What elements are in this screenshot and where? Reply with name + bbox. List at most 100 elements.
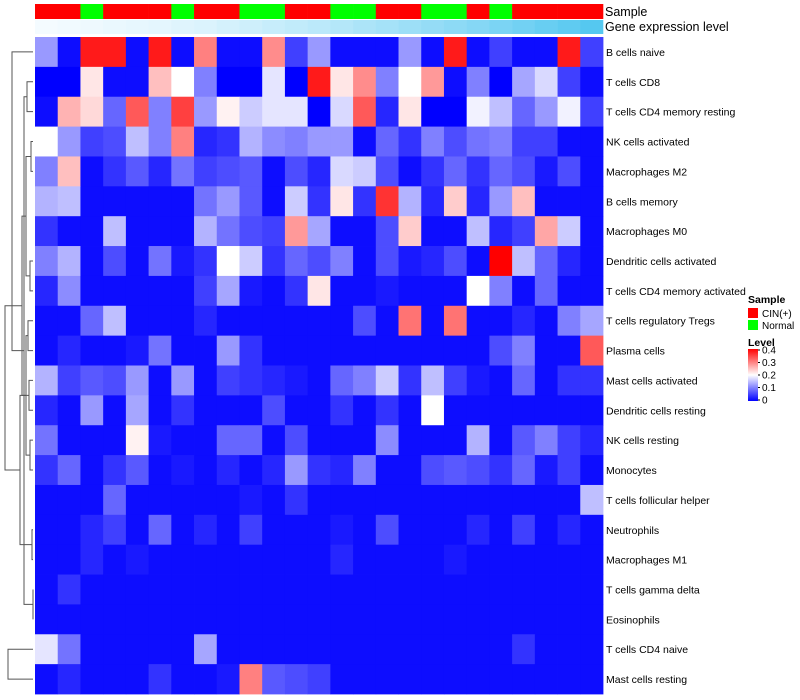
heatmap-cell [353, 514, 377, 546]
heatmap-cell [57, 216, 81, 247]
heatmap-cell [466, 365, 490, 396]
heatmap-cell [353, 604, 377, 635]
heatmap-cell [443, 216, 468, 247]
heatmap-cell [148, 96, 172, 127]
heatmap-cell [330, 96, 354, 127]
heatmap-cell [443, 126, 468, 157]
heatmap-cell [103, 634, 127, 665]
heatmap-cell [466, 96, 490, 127]
heatmap-cell [398, 275, 422, 307]
heatmap-cell [398, 335, 422, 366]
gene-expression-annotation-title: Gene expression level [605, 20, 729, 34]
heatmap-cell [80, 634, 104, 665]
heatmap-cell [421, 335, 445, 366]
heatmap-cell [125, 186, 149, 217]
heatmap-cell [375, 305, 399, 337]
heatmap-cell [580, 335, 604, 366]
heatmap-cell [262, 664, 286, 695]
heatmap-cell [443, 395, 468, 426]
heatmap-cell [534, 664, 558, 695]
heatmap-cell [512, 246, 536, 277]
heatmap-cell [443, 66, 468, 98]
heatmap-cell [57, 246, 81, 277]
heatmap-cell [307, 634, 331, 665]
heatmap-cell [330, 395, 354, 426]
heatmap-cell [148, 126, 172, 157]
heatmap-cell [489, 455, 513, 486]
heatmap-cell [307, 514, 331, 546]
heatmap-cell [557, 544, 581, 575]
heatmap-cell [194, 126, 218, 157]
heatmap-cell [398, 365, 422, 396]
heatmap-cell [125, 514, 149, 546]
heatmap-cell [171, 484, 195, 516]
heatmap-cell [148, 455, 172, 486]
gene-annotation-cell [148, 20, 172, 34]
heatmap-cell [171, 275, 195, 307]
heatmap-cell [262, 425, 286, 456]
heatmap-cell [57, 96, 81, 127]
heatmap-cell [80, 425, 104, 456]
row-label: Mast cells resting [606, 674, 687, 686]
heatmap-cell [534, 335, 558, 366]
heatmap-cell [489, 156, 513, 187]
heatmap-cell [489, 37, 513, 68]
heatmap-cell [398, 425, 422, 456]
heatmap-cell [580, 365, 604, 396]
legend-label: CIN(+) [762, 309, 792, 320]
heatmap-cell [148, 484, 172, 516]
heatmap-cell [194, 246, 218, 277]
sample-annotation-title: Sample [605, 5, 647, 19]
heatmap-cell [512, 335, 536, 366]
heatmap-cell [148, 216, 172, 247]
heatmap-cell [398, 634, 422, 665]
heatmap-cell [375, 604, 399, 635]
heatmap-cell [57, 156, 81, 187]
gene-annotation-cell [262, 20, 286, 34]
heatmap-cell [35, 37, 59, 68]
gene-annotation-cell [103, 20, 127, 34]
heatmap-cell [330, 634, 354, 665]
heatmap-cell [557, 305, 581, 337]
heatmap-cell [57, 604, 81, 635]
gene-annotation-cell [466, 20, 490, 34]
heatmap-cell [443, 455, 468, 486]
heatmap-cell [171, 246, 195, 277]
gene-annotation-cell [557, 20, 581, 34]
row-label: T cells gamma delta [606, 584, 700, 596]
heatmap-cell [284, 634, 309, 665]
heatmap-cell [353, 455, 377, 486]
level-tick-label: 0.4 [762, 346, 776, 357]
heatmap-cell [194, 455, 218, 486]
heatmap-cell [375, 455, 399, 486]
heatmap-cell [239, 574, 263, 605]
heatmap-cell [398, 66, 422, 98]
heatmap-cell [216, 37, 240, 68]
heatmap-cell [239, 514, 263, 546]
heatmap-cell [103, 604, 127, 635]
heatmap-cell [307, 96, 331, 127]
heatmap-cell [330, 66, 354, 98]
heatmap-cell [512, 37, 536, 68]
heatmap-cell [239, 275, 263, 307]
heatmap-cell [580, 484, 604, 516]
heatmap-cell [194, 275, 218, 307]
heatmap-cell [125, 37, 149, 68]
heatmap-cell [239, 604, 263, 635]
heatmap-cell [557, 216, 581, 247]
heatmap-cell [398, 664, 422, 695]
heatmap-cell [262, 514, 286, 546]
gene-annotation-cell [353, 20, 377, 34]
heatmap-cell [353, 574, 377, 605]
heatmap-cell [284, 455, 309, 486]
heatmap-cell [262, 365, 286, 396]
heatmap-cell [35, 246, 59, 277]
heatmap-cell [398, 604, 422, 635]
heatmap-cell [557, 96, 581, 127]
heatmap-cell [375, 544, 399, 575]
heatmap-cell [353, 395, 377, 426]
heatmap-cell [262, 604, 286, 635]
sample-annotation-cell [307, 4, 331, 19]
heatmap-cell [284, 664, 309, 695]
heatmap-cell [330, 246, 354, 277]
